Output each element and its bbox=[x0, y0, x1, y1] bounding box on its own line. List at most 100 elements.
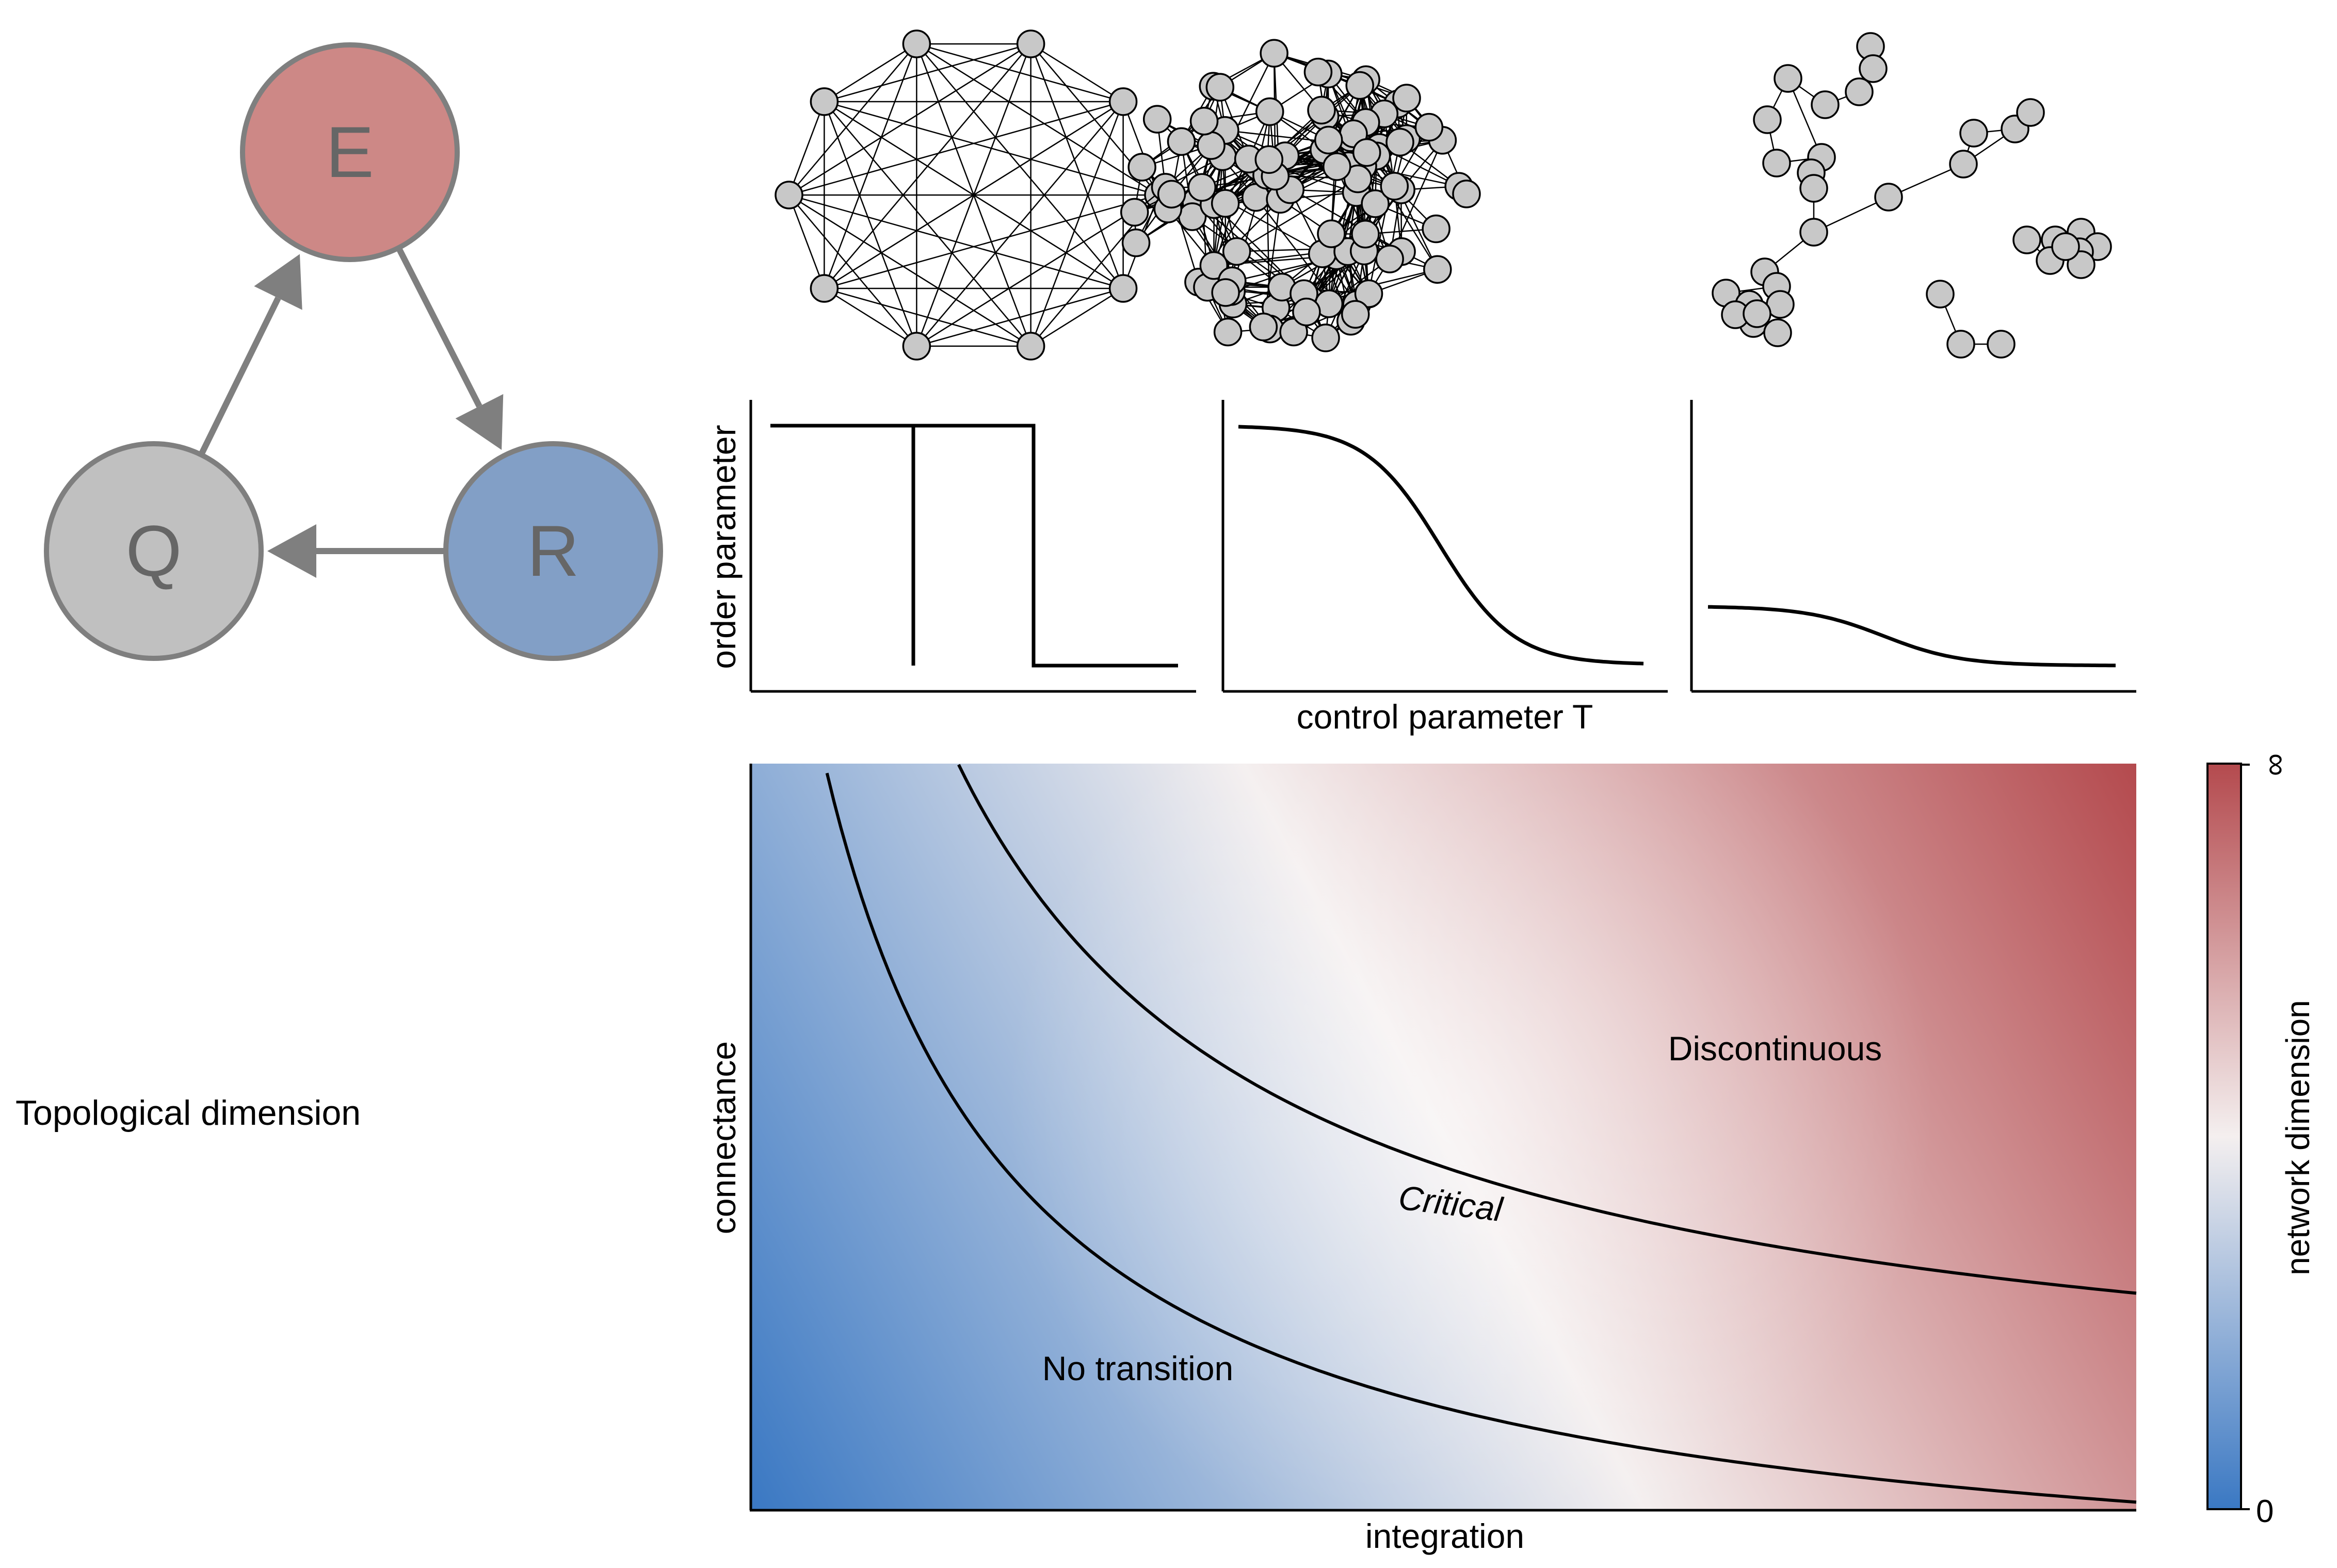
network-node bbox=[1800, 219, 1827, 246]
network-node bbox=[1453, 181, 1480, 207]
network-node bbox=[1424, 256, 1451, 283]
network-node bbox=[1168, 128, 1195, 155]
network-node bbox=[1212, 190, 1239, 217]
network-node bbox=[1960, 120, 1987, 147]
network-edge bbox=[1031, 288, 1123, 346]
network-node bbox=[1261, 40, 1287, 67]
network-edge bbox=[1031, 44, 1123, 288]
cycle-edge-E-R bbox=[399, 249, 479, 406]
network-node bbox=[1927, 281, 1954, 308]
network-edge bbox=[789, 102, 1123, 195]
network-node bbox=[811, 88, 837, 115]
network-node bbox=[1256, 98, 1283, 125]
network-node bbox=[2013, 227, 2040, 253]
dense-random-network-drawing bbox=[1121, 40, 1480, 351]
colorbar-gradient bbox=[2207, 764, 2241, 1509]
cycle-node-label-Q: Q bbox=[126, 510, 182, 591]
plot-axes-2 bbox=[1223, 400, 1668, 691]
network-node bbox=[1144, 106, 1171, 133]
plot-axes-1 bbox=[751, 400, 1196, 691]
network-node bbox=[1304, 59, 1331, 86]
integration-axis-label: integration bbox=[1365, 1517, 1524, 1555]
network-node bbox=[1812, 91, 1839, 118]
network-node bbox=[1763, 150, 1790, 176]
discontinuous-region-label: Discontinuous bbox=[1668, 1029, 1882, 1068]
network-edge bbox=[789, 195, 824, 288]
phase-heatmap-highlight bbox=[751, 764, 2136, 1509]
control-parameter-axis-label: control parameter T bbox=[1297, 698, 1593, 736]
network-node bbox=[1415, 114, 1442, 141]
network-node bbox=[1188, 174, 1215, 201]
network-edge bbox=[916, 102, 1123, 346]
network-node bbox=[1393, 85, 1420, 111]
colorbar: 0 ∞ network dimension bbox=[2207, 753, 2316, 1529]
colorbar-min-label: 0 bbox=[2256, 1494, 2274, 1529]
network-node bbox=[1860, 55, 1887, 82]
network-node bbox=[1764, 319, 1791, 346]
sparse-fragmented-network-drawing bbox=[1713, 33, 2111, 358]
network-node bbox=[1318, 220, 1345, 247]
network-node bbox=[1381, 173, 1408, 200]
network-node bbox=[1110, 88, 1137, 115]
network-node bbox=[1250, 314, 1277, 341]
cycle-arrowhead-R-Q bbox=[267, 524, 316, 578]
cycle-node-label-R: R bbox=[527, 510, 579, 591]
network-node bbox=[1754, 106, 1781, 133]
cycle-diagram: E R Q bbox=[46, 45, 660, 658]
network-node bbox=[776, 182, 802, 208]
network-edge bbox=[1031, 44, 1123, 102]
network-node bbox=[1387, 128, 1413, 155]
order-parameter-axis-label: order parameter bbox=[704, 425, 743, 669]
topological-dimension-label: Topological dimension bbox=[15, 1093, 361, 1133]
network-node bbox=[811, 275, 837, 302]
network-node bbox=[1018, 30, 1044, 57]
network-node bbox=[1950, 151, 1977, 177]
complete-network-drawing bbox=[776, 30, 1172, 360]
network-node bbox=[1121, 199, 1148, 225]
network-node bbox=[1947, 331, 1974, 358]
network-edge bbox=[1031, 102, 1123, 346]
network-node bbox=[903, 333, 930, 360]
network-edge bbox=[824, 44, 916, 288]
no-transition-region-label: No transition bbox=[1042, 1349, 1234, 1387]
network-node bbox=[1846, 78, 1873, 105]
network-edge bbox=[789, 44, 1031, 195]
network-nodes bbox=[1713, 33, 2111, 358]
network-node bbox=[1988, 331, 2014, 358]
network-edge bbox=[824, 44, 916, 102]
network-node bbox=[1255, 146, 1282, 173]
network-node bbox=[1018, 333, 1044, 360]
network-node bbox=[1312, 325, 1339, 351]
weak-smooth-curve bbox=[1708, 607, 2116, 666]
network-node bbox=[1191, 108, 1218, 135]
network-node bbox=[1352, 221, 1379, 248]
cycle-nodes: E R Q bbox=[46, 45, 660, 658]
network-node bbox=[1129, 154, 1155, 181]
network-node bbox=[1293, 299, 1320, 326]
network-node bbox=[1744, 300, 1770, 327]
network-edge bbox=[916, 44, 1158, 195]
cycle-edge-Q-E bbox=[202, 298, 278, 454]
network-node bbox=[1123, 230, 1150, 256]
network-node bbox=[1206, 74, 1233, 101]
network-edge bbox=[789, 44, 916, 195]
network-edge bbox=[824, 288, 916, 346]
network-node bbox=[1110, 275, 1137, 302]
cycle-node-label-E: E bbox=[326, 111, 374, 192]
colorbar-max-label: ∞ bbox=[2259, 753, 2295, 776]
network-node bbox=[1423, 216, 1449, 243]
network-edge bbox=[824, 102, 916, 346]
network-node bbox=[1198, 132, 1224, 159]
network-node bbox=[903, 30, 930, 57]
network-node bbox=[1308, 97, 1335, 124]
network-node bbox=[1875, 184, 1902, 211]
phase-diagram: Discontinuous Critical No transition int… bbox=[704, 764, 2136, 1555]
transition-plots: order parameter control parameter T bbox=[704, 400, 2136, 736]
network-node bbox=[1212, 279, 1239, 306]
connectance-axis-label: connectance bbox=[704, 1041, 743, 1234]
network-node bbox=[1376, 246, 1403, 272]
network-node bbox=[1346, 72, 1373, 99]
network-edge bbox=[789, 102, 824, 195]
